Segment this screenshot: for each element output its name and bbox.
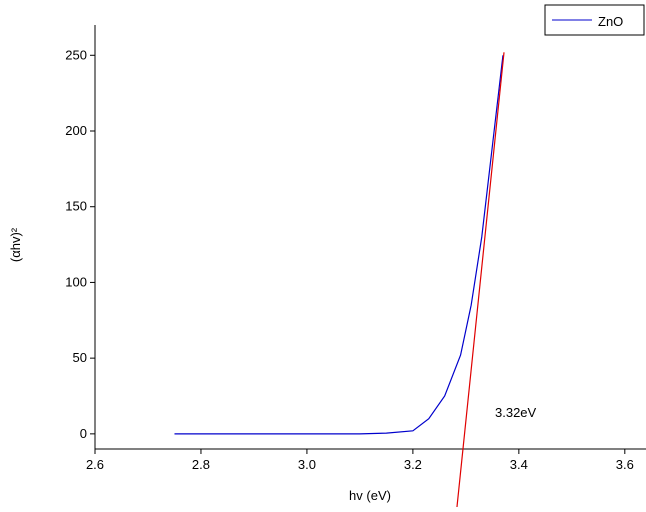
y-tick-label: 100 — [65, 274, 87, 289]
y-tick-label: 250 — [65, 47, 87, 62]
y-tick-label: 0 — [80, 426, 87, 441]
x-tick-label: 2.8 — [192, 457, 210, 472]
x-tick-label: 3.0 — [298, 457, 316, 472]
x-tick-label: 3.4 — [510, 457, 528, 472]
series-line — [174, 55, 504, 435]
y-tick-label: 50 — [73, 350, 87, 365]
y-axis-label: (αhv)² — [8, 227, 23, 262]
y-tick-label: 200 — [65, 123, 87, 138]
fit-line — [456, 52, 505, 509]
x-axis-label: hv (eV) — [349, 488, 391, 503]
x-tick-label: 2.6 — [86, 457, 104, 472]
annotation: 3.32eV — [495, 405, 537, 420]
y-tick-label: 150 — [65, 199, 87, 214]
x-tick-label: 3.2 — [404, 457, 422, 472]
legend-label: ZnO — [598, 14, 623, 29]
x-tick-label: 3.6 — [616, 457, 634, 472]
